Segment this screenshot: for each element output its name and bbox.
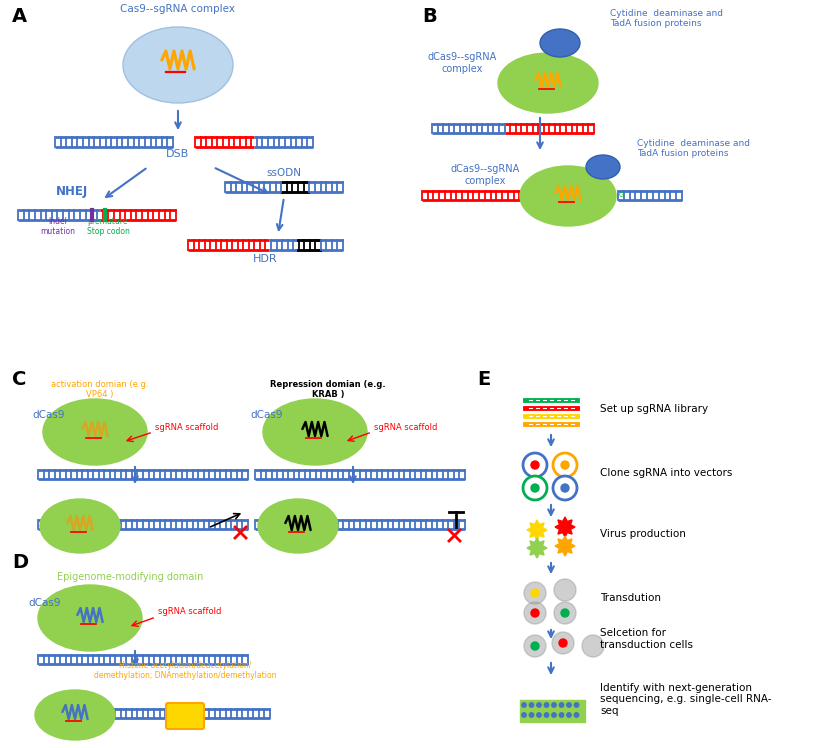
Circle shape [524, 635, 546, 657]
Circle shape [553, 476, 577, 500]
Circle shape [553, 453, 577, 477]
Circle shape [554, 602, 576, 624]
Circle shape [561, 461, 569, 469]
Text: Indel
mutation: Indel mutation [40, 217, 76, 236]
Text: HDR: HDR [253, 254, 278, 264]
Ellipse shape [40, 499, 120, 553]
Circle shape [574, 713, 578, 717]
Text: Cytidine  deaminase and
TadA fusion proteins: Cytidine deaminase and TadA fusion prote… [637, 138, 750, 158]
Circle shape [567, 713, 571, 717]
Circle shape [531, 642, 539, 650]
Circle shape [524, 582, 546, 604]
Text: Cytidine  deaminase and
TadA fusion proteins: Cytidine deaminase and TadA fusion prote… [610, 8, 723, 28]
Ellipse shape [43, 399, 147, 465]
Ellipse shape [123, 27, 233, 103]
Text: dCas9--sgRNA
complex: dCas9--sgRNA complex [451, 165, 520, 186]
Circle shape [582, 635, 604, 657]
Ellipse shape [540, 29, 580, 57]
Circle shape [559, 639, 567, 647]
Text: Set up sgRNA library: Set up sgRNA library [600, 404, 708, 414]
Text: Identify with next-generation
sequencing, e.g. single-cell RNA-
seq: Identify with next-generation sequencing… [600, 683, 771, 716]
Circle shape [559, 713, 564, 717]
Ellipse shape [263, 399, 367, 465]
Text: E: E [477, 370, 490, 389]
Text: Repression domian (e.g.
KRAB ): Repression domian (e.g. KRAB ) [270, 379, 386, 399]
Text: Cas9--sgRNA complex: Cas9--sgRNA complex [120, 4, 236, 14]
Text: dCas9: dCas9 [250, 410, 283, 420]
Text: ssODN: ssODN [266, 168, 302, 178]
Circle shape [567, 703, 571, 707]
Circle shape [529, 713, 534, 717]
Ellipse shape [520, 166, 616, 226]
FancyBboxPatch shape [166, 703, 204, 729]
Text: Selcetion for
transduction cells: Selcetion for transduction cells [600, 628, 693, 650]
Ellipse shape [35, 690, 115, 740]
Circle shape [552, 703, 556, 707]
Polygon shape [527, 538, 547, 558]
Text: B: B [422, 7, 437, 26]
Circle shape [559, 703, 564, 707]
Text: sgRNA scaffold: sgRNA scaffold [374, 423, 438, 432]
Circle shape [536, 703, 541, 707]
Circle shape [545, 703, 549, 707]
Circle shape [531, 609, 539, 617]
Circle shape [523, 453, 547, 477]
Text: premature
Stop codon: premature Stop codon [87, 217, 129, 236]
Text: C: C [12, 370, 26, 389]
Text: NHEJ: NHEJ [56, 185, 88, 198]
Text: G: G [619, 192, 625, 198]
FancyBboxPatch shape [520, 700, 585, 722]
Text: Clone sgRNA into vectors: Clone sgRNA into vectors [600, 468, 733, 478]
Circle shape [531, 484, 539, 492]
Text: DSB: DSB [166, 149, 190, 159]
Circle shape [522, 713, 527, 717]
Circle shape [536, 713, 541, 717]
Circle shape [561, 484, 569, 492]
Polygon shape [527, 520, 547, 540]
Text: Epigenome-modifying domain: Epigenome-modifying domain [57, 572, 204, 582]
Text: Transdution: Transdution [600, 593, 661, 603]
Text: sgRNA scaffold: sgRNA scaffold [155, 423, 218, 432]
Polygon shape [555, 517, 575, 537]
Circle shape [561, 609, 569, 617]
Text: Histone acetylation/deacetylation/
demethylation; DNAmethylation/demethylation: Histone acetylation/deacetylation/ demet… [94, 660, 276, 680]
Ellipse shape [498, 53, 598, 113]
Text: dCas9--sgRNA
complex: dCas9--sgRNA complex [428, 52, 497, 74]
Circle shape [523, 476, 547, 500]
Text: dCas9: dCas9 [32, 410, 64, 420]
Circle shape [524, 602, 546, 624]
Circle shape [554, 579, 576, 601]
Polygon shape [555, 536, 575, 556]
Text: dCas9: dCas9 [28, 598, 60, 608]
Circle shape [552, 713, 556, 717]
Circle shape [552, 632, 574, 654]
Circle shape [574, 703, 578, 707]
Text: activation domian (e.g.
VP64 ): activation domian (e.g. VP64 ) [51, 379, 149, 399]
Ellipse shape [586, 155, 620, 179]
Circle shape [529, 703, 534, 707]
Text: A: A [12, 7, 27, 26]
Text: D: D [12, 553, 28, 572]
Text: Virus production: Virus production [600, 529, 686, 539]
Circle shape [531, 461, 539, 469]
Circle shape [522, 703, 527, 707]
Circle shape [545, 713, 549, 717]
Text: sgRNA scaffold: sgRNA scaffold [158, 607, 222, 616]
Ellipse shape [258, 499, 338, 553]
Circle shape [531, 589, 539, 597]
Ellipse shape [38, 585, 142, 651]
